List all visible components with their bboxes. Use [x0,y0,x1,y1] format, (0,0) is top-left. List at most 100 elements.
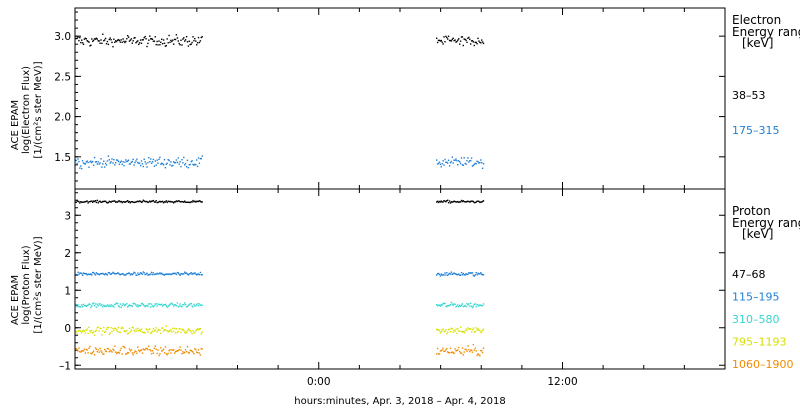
proton-series-point [80,351,82,353]
proton-series-point [132,303,134,305]
electron-series-point [138,162,140,164]
electron-series-point [471,40,474,42]
electron-series-point [151,161,154,163]
electron-series-point [439,40,442,42]
electron-series-point [111,41,113,44]
electron-series-point [107,43,110,46]
proton-series-point [122,327,124,330]
proton-series-point [115,327,117,330]
proton-series-point [83,330,86,332]
electron-series-point [161,38,163,40]
proton-series-point [83,348,86,350]
proton-series-point [436,304,438,306]
proton-series-point [153,201,156,203]
electron-series-point [109,162,111,164]
proton-series-point [162,273,165,276]
proton-series-point [137,200,139,202]
electron-series-point [190,160,192,163]
proton-series-point [199,328,202,330]
proton-series-point [436,200,439,202]
proton-series-point [481,274,484,276]
proton-series-point [81,272,83,275]
proton-series-point [450,301,453,304]
proton-series-point [481,304,483,307]
electron-series-point [118,39,121,42]
proton-series-point [170,328,172,331]
proton-series-point [190,201,192,203]
proton-series-point [436,328,438,330]
proton-series-point [102,353,104,355]
electron-series-point [478,162,480,164]
electron-series-point [127,36,130,38]
proton-series-point [185,306,188,308]
proton-series-point [452,201,454,203]
proton-series-point [194,200,196,202]
electron-series-point [201,155,203,157]
proton-series-point [455,328,457,330]
electron-series-point [457,39,459,41]
electron-series-point [149,35,151,37]
electron-series-point [180,165,182,168]
electron-series-point [115,40,118,43]
electron-series-point [81,160,84,162]
proton-series-point [463,351,465,353]
proton-series-point [481,201,483,203]
proton-series-point [115,329,118,331]
electron-series-point [126,160,128,163]
proton-series-point [480,331,482,334]
electron-series-point [474,162,476,165]
proton-series-point [197,273,200,275]
proton-series-point [175,305,178,307]
proton-series-point [479,329,481,332]
electron-series-point [76,37,78,40]
proton-series-point [120,200,122,203]
proton-series-point [200,201,202,203]
proton-series-point [79,202,81,204]
electron-series-point [479,41,481,44]
electron-series-point [87,161,89,164]
electron-series-point [460,157,463,159]
proton-series-point [444,272,446,274]
proton-series-point [198,200,201,202]
proton-series-point [123,274,125,276]
electron-series-point [183,37,185,39]
proton-series-point [126,273,128,275]
electron-series-point [200,157,202,160]
proton-series-point [99,303,101,305]
proton-series-point [147,274,149,276]
electron-series-point [470,40,473,42]
electron-series-point [138,162,141,165]
proton-series-point [452,331,454,333]
proton-series-point [131,352,133,354]
proton-series-point [185,272,188,274]
proton-series-point [470,200,472,203]
electron-series-point [171,165,173,167]
proton-series-point [93,304,96,307]
proton-series-point [437,329,440,331]
proton-series-point [192,306,194,308]
proton-series-point [86,328,88,330]
electron-series-point [128,163,131,165]
electron-series-point [125,40,127,43]
proton-series-point [112,348,114,350]
electron-series-point [92,40,94,42]
proton-series-point [177,330,179,333]
proton-series-point [161,303,163,305]
proton-series-point [107,348,110,350]
proton-series-point [115,273,118,275]
proton-series-point [135,304,137,306]
proton-series-point [131,201,133,203]
electron-series-point [191,160,193,162]
proton-series-point [157,201,159,204]
electron-series-point [131,160,133,163]
electron-series-point [118,163,121,165]
proton-series-point [169,200,171,203]
proton-series-point [146,200,148,203]
proton-series-point [81,350,83,352]
proton-series-point [189,329,191,332]
electron-series-point [115,40,117,42]
electron-series-point [102,33,104,35]
electron-series-point [196,42,199,44]
proton-series-point [150,200,153,202]
